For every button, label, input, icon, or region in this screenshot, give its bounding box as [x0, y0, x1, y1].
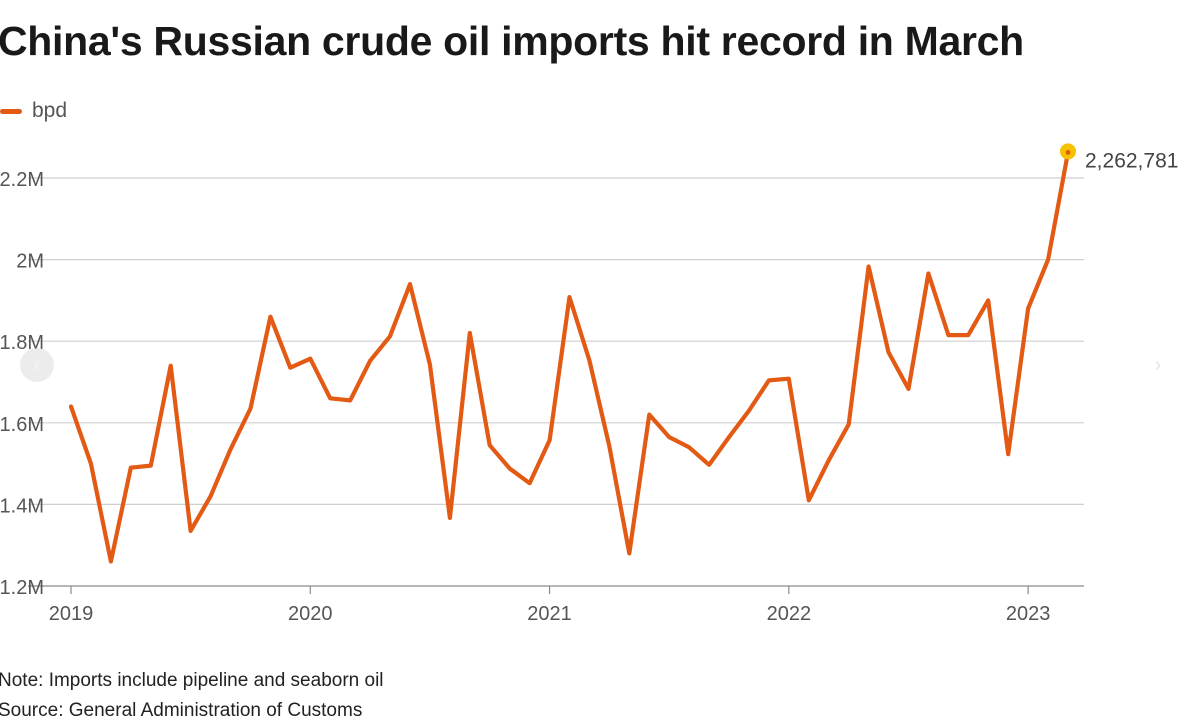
- y-tick-label: 1.4M: [0, 495, 44, 517]
- series-layer: [68, 150, 1071, 564]
- chevron-right-icon[interactable]: ›: [1154, 354, 1162, 376]
- y-tick-label: 2M: [16, 251, 44, 273]
- legend: bpd: [0, 96, 67, 126]
- x-tick-label: 2020: [288, 603, 333, 625]
- series-line: [68, 150, 1071, 564]
- x-axis-ticks: 2019 2020 2021 2022 2023: [49, 586, 1051, 625]
- y-tick-label: 2.2M: [0, 169, 44, 191]
- chart-source: Source: General Administration of Custom…: [0, 700, 363, 721]
- x-tick-label: 2023: [1006, 603, 1051, 625]
- chart-title: China's Russian crude oil imports hit re…: [0, 18, 1024, 64]
- x-tick-label: 2021: [527, 603, 572, 625]
- data-label: 2,262,781: [1085, 149, 1178, 172]
- legend-label: bpd: [32, 99, 68, 122]
- legend-swatch: [0, 108, 22, 114]
- y-tick-label: 1.6M: [0, 414, 44, 436]
- annotation-layer: 2,262,781: [1060, 143, 1178, 172]
- chart-note: Note: Imports include pipeline and seabo…: [0, 670, 384, 691]
- highlight-point-core: [1065, 149, 1071, 155]
- x-tick-label: 2019: [49, 603, 94, 625]
- x-tick-label: 2022: [767, 603, 812, 625]
- chevron-left-icon[interactable]: ‹: [20, 348, 54, 382]
- y-tick-label: 1.2M: [0, 577, 44, 599]
